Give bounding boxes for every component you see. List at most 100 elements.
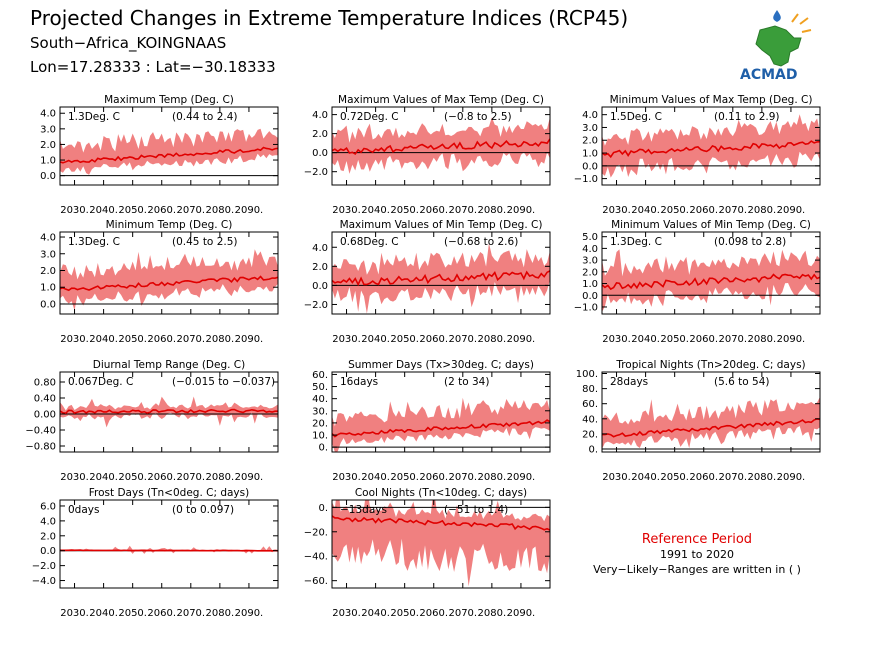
y-tick-label: 3.0 [582,123,598,134]
x-tick-label: 2030. [602,334,631,345]
panel-title: Maximum Values of Max Temp (Deg. C) [338,94,544,106]
likely-range-value: (2 to 34) [444,376,489,388]
ensemble-mean-line [332,419,550,438]
likely-range-value: (−0.015 to −0.037) [172,376,275,388]
figure-title: Projected Changes in Extreme Temperature… [30,6,628,30]
likely-range-value: (−0.8 to 2.5) [444,111,512,123]
x-tick-label: 2070. [176,472,205,483]
x-tick-label: 2030. [60,608,89,619]
panel-title: Tropical Nights (Tn>20deg. C; days) [615,359,805,371]
chart-panel-10: −4.0 −2.0 0.0 2.0 4.0 6.0 2030. 2040. 2050. 2060.… [32,487,279,619]
x-tick-label: 2050. [118,205,147,216]
change-value: 0days [68,504,99,516]
y-tick-label: 4.0 [312,110,328,121]
x-tick-label: 2080. [748,472,777,483]
plot-area [60,396,278,428]
panel-title: Summer Days (Tx>30deg. C; days) [348,359,534,371]
y-tick-label: 4.0 [312,243,328,254]
likely-range-value: (−0.68 to 2.6) [444,236,518,248]
y-tick-label: 40. [312,394,328,405]
plot-area [332,397,550,452]
x-tick-label: 2090. [507,334,536,345]
ensemble-mean-line [60,408,278,415]
x-tick-label: 2050. [660,334,689,345]
x-tick-label: 2070. [718,334,747,345]
x-tick-label: 2030. [332,472,361,483]
x-tick-label: 2030. [602,472,631,483]
y-tick-label: 3.0 [40,249,56,260]
y-tick-label: 0.00 [34,410,56,421]
x-tick-label: 2040. [631,205,660,216]
likely-range-band [60,128,278,175]
x-tick-label: 2070. [448,472,477,483]
y-tick-label: 0.0 [40,546,56,557]
x-tick-label: 2090. [235,608,264,619]
panel-title: Maximum Temp (Deg. C) [104,94,234,106]
y-tick-label: −20. [304,527,328,538]
plot-area [602,249,820,313]
y-tick-label: 2.0 [582,267,598,278]
x-tick-label: 2090. [235,205,264,216]
x-tick-label: 2030. [60,472,89,483]
y-tick-label: 0. [318,443,328,454]
plot-frame [331,371,551,453]
y-tick-label: −4.0 [32,576,56,587]
y-tick-label: −0.80 [25,442,56,453]
likely-range-value: (0.45 to 2.5) [172,236,238,248]
y-tick-label: −60. [304,576,328,587]
chart-panel-8: 0.10. 20.30.40.50.60. 2030. 2040. 2050. 2060.… [312,359,551,483]
y-tick-label: 0.0 [582,291,598,302]
x-tick-label: 2040. [89,472,118,483]
plot-frame [59,231,279,315]
y-tick-label: 10. [312,431,328,442]
x-tick-label: 2060. [147,205,176,216]
plot-area [60,128,278,177]
x-tick-label: 2050. [390,205,419,216]
reference-period-title: Reference Period [642,532,752,547]
plot-frame [59,499,279,589]
x-tick-label: 2080. [748,205,777,216]
change-value: 1.5Deg. C [610,111,662,123]
x-tick-label: 2050. [390,608,419,619]
x-tick-label: 2070. [176,205,205,216]
panel-title: Maximum Values of Min Temp (Deg. C) [340,219,543,231]
y-tick-label: 50. [312,382,328,393]
y-tick-label: 0. [588,444,598,455]
x-tick-label: 2050. [660,205,689,216]
plot-area [60,545,278,554]
change-value: 1.3Deg. C [68,236,120,248]
panel-title: Minimum Temp (Deg. C) [106,219,233,231]
logo-text: ACMAD [740,67,798,83]
x-tick-label: 2050. [390,472,419,483]
x-tick-label: 2090. [777,334,806,345]
ensemble-mean-line [332,270,550,287]
x-tick-label: 2040. [89,334,118,345]
x-tick-label: 2040. [361,608,390,619]
chart-panel-1: 0.0 1.0 2.0 3.0 4.0 2030. 2040. 2050. 2060. 2070.… [40,94,279,216]
range-note: Very−Likely−Ranges are written in ( ) [593,563,801,576]
ensemble-mean-line [60,146,278,164]
x-tick-label: 2090. [235,472,264,483]
x-tick-label: 2050. [118,334,147,345]
x-tick-label: 2040. [361,205,390,216]
x-tick-label: 2060. [689,205,718,216]
y-tick-label: 4.0 [40,109,56,120]
plot-frame [601,231,821,315]
ensemble-mean-line [602,418,820,438]
africa-map-icon [755,25,802,67]
plot-frame [331,231,551,315]
y-tick-label: 0.0 [40,299,56,310]
y-tick-label: 100. [576,369,598,380]
panel-title: Minimum Values of Min Temp (Deg. C) [611,219,811,231]
x-tick-label: 2070. [448,608,477,619]
x-tick-label: 2090. [235,334,264,345]
likely-range-value: (0 to 0.097) [172,504,234,516]
x-tick-label: 2060. [147,608,176,619]
x-tick-label: 2070. [718,205,747,216]
chart-panel-9: 0.20.40.60.80.100.2030. 2040. 2050. 2060. 20… [576,359,821,483]
panel-title: Cool Nights (Tn<10deg. C; days) [355,487,527,499]
likely-range-band [602,114,820,178]
change-value: 1.3Deg. C [68,111,120,123]
change-value: 0.067Deg. C [68,376,133,388]
